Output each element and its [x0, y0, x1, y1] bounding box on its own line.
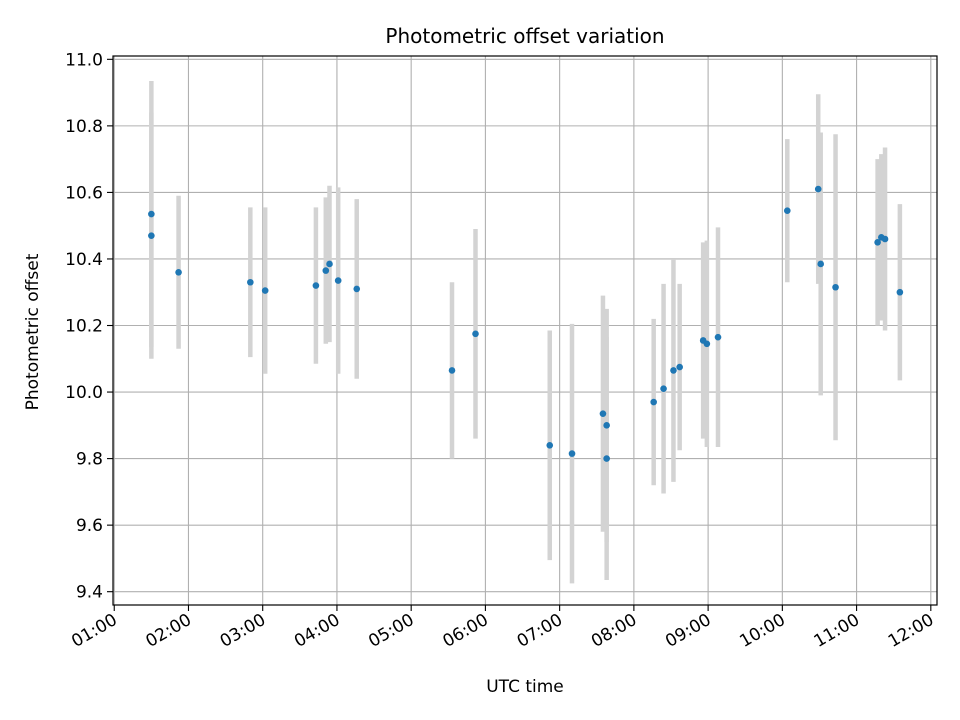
- data-point: [353, 285, 361, 293]
- data-point: [676, 363, 683, 371]
- data-point: [874, 239, 881, 246]
- grid: [113, 56, 937, 605]
- data-point: [334, 277, 342, 284]
- y-tick-label: 9.6: [76, 516, 103, 536]
- data-point: [881, 235, 889, 243]
- y-tick-label: 9.4: [76, 583, 103, 603]
- data-point: [546, 441, 554, 449]
- data-point: [603, 422, 610, 429]
- data-point: [247, 278, 254, 286]
- data-point: [783, 207, 791, 215]
- data-points: [148, 185, 904, 462]
- data-point: [148, 210, 155, 218]
- data-point: [650, 398, 657, 406]
- data-point: [148, 232, 155, 239]
- x-axis-label: UTC time: [486, 677, 564, 697]
- data-point: [568, 450, 576, 457]
- y-tick-label: 10.0: [65, 383, 103, 403]
- chart-title: Photometric offset variation: [385, 24, 664, 48]
- data-point: [670, 367, 677, 374]
- data-point: [660, 385, 667, 393]
- data-point: [312, 282, 320, 289]
- y-tick-label: 9.8: [76, 450, 103, 470]
- plot-frame: [112, 55, 938, 606]
- y-tick-label: 11.0: [65, 50, 103, 70]
- data-point: [448, 367, 456, 374]
- y-tick-label: 10.8: [65, 117, 103, 137]
- data-point: [814, 185, 822, 193]
- y-tick-label: 10.4: [65, 250, 103, 270]
- data-point: [599, 410, 607, 417]
- y-tick-label: 10.6: [65, 183, 103, 203]
- y-tick-label: 10.2: [65, 317, 103, 337]
- data-point: [472, 330, 479, 338]
- data-point: [326, 260, 333, 268]
- data-point: [832, 283, 839, 291]
- data-point: [714, 333, 722, 341]
- data-point: [896, 288, 904, 296]
- data-point: [261, 287, 269, 294]
- data-point: [603, 455, 610, 462]
- y-axis-ticks: 9.4 9.6 9.8 10.0 10.2 10.4 10.6 10.8 11.0: [65, 50, 113, 603]
- data-point: [817, 260, 824, 268]
- y-axis-label: Photometric offset: [23, 253, 43, 410]
- data-point: [175, 268, 182, 276]
- data-point: [322, 267, 330, 274]
- data-point: [703, 340, 711, 348]
